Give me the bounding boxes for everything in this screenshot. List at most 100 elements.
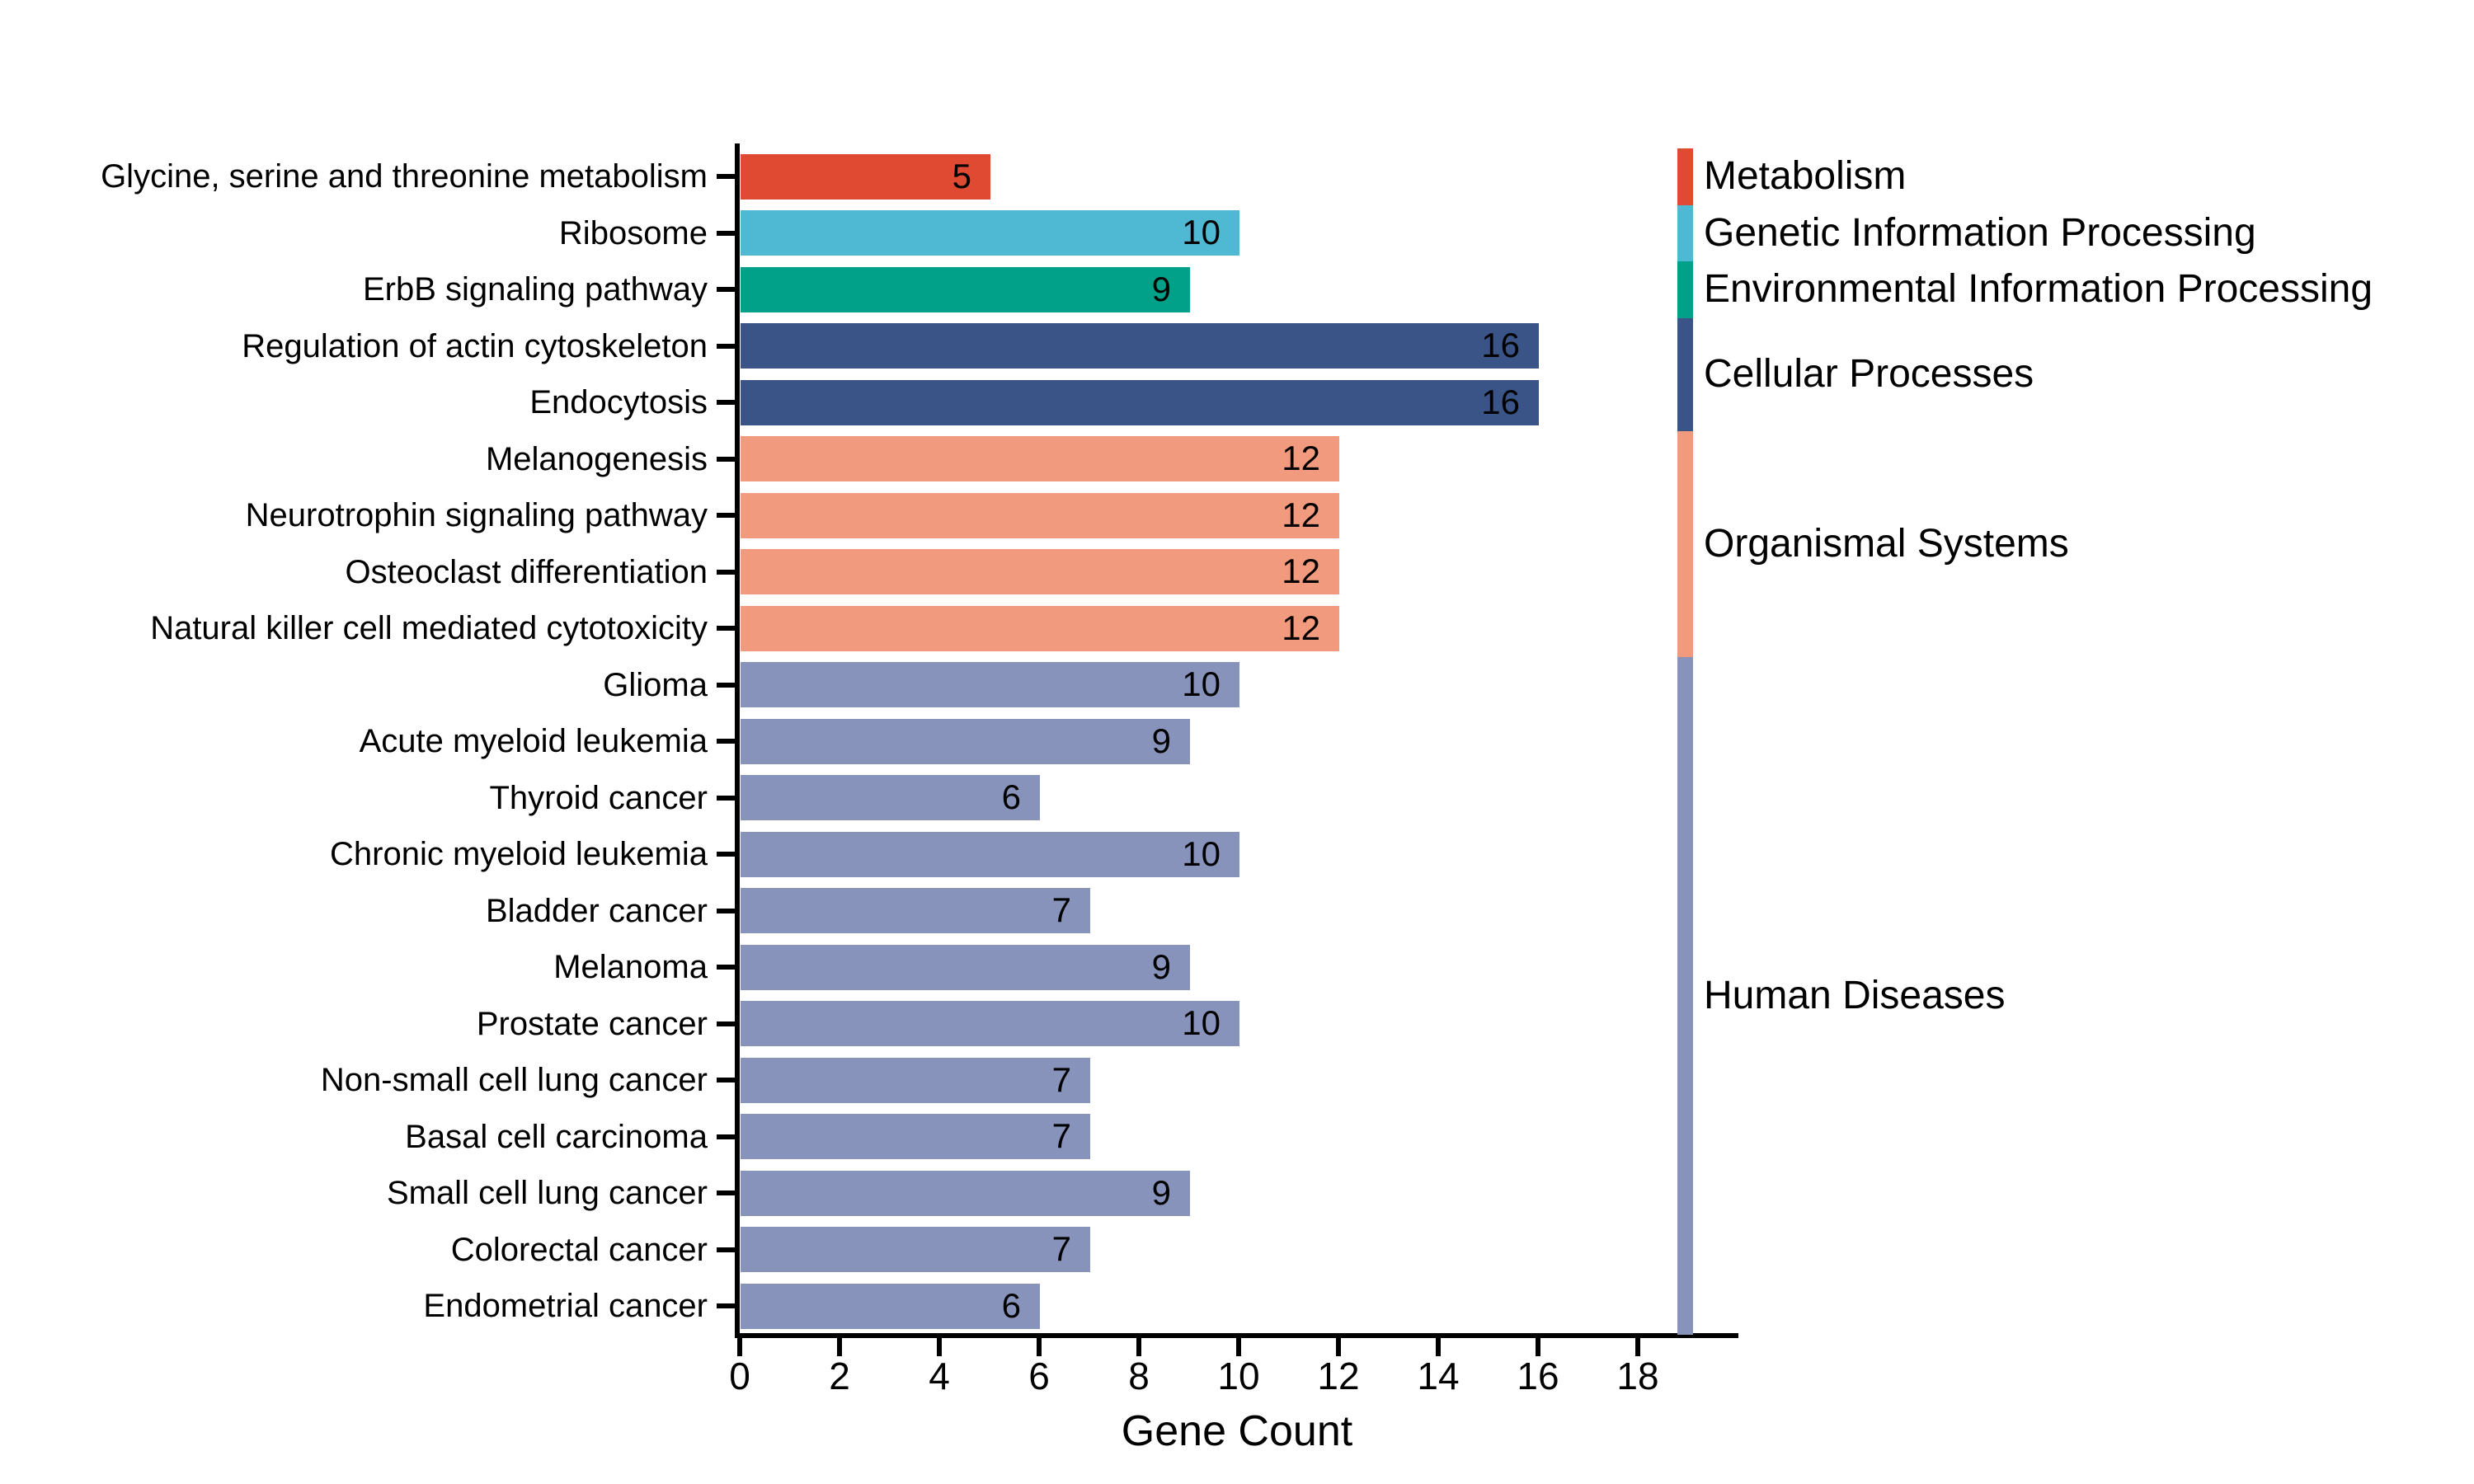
- y-tick: [717, 796, 735, 801]
- bar-osteoclast-differentiation: [741, 549, 1339, 594]
- category-label: Osteoclast differentiation: [345, 554, 708, 590]
- y-tick: [717, 570, 735, 575]
- bar-value-label: 16: [1481, 383, 1520, 421]
- x-tick-label: 0: [729, 1355, 750, 1397]
- category-label: Natural killer cell mediated cytotoxicit…: [150, 610, 708, 646]
- y-tick: [717, 1134, 735, 1139]
- bar-value-label: 12: [1282, 608, 1320, 647]
- bar-prostate-cancer: [741, 1001, 1239, 1046]
- bar-value-label: 10: [1182, 834, 1221, 873]
- y-tick: [717, 457, 735, 462]
- y-tick: [717, 965, 735, 970]
- y-tick: [717, 909, 735, 913]
- bar-basal-cell-carcinoma: [741, 1114, 1090, 1159]
- category-label: Bladder cancer: [485, 893, 708, 929]
- bar-small-cell-lung-cancer: [741, 1171, 1190, 1216]
- x-tick: [1236, 1338, 1241, 1356]
- x-tick-label: 8: [1128, 1355, 1150, 1397]
- bar-endometrial-cancer: [741, 1284, 1040, 1329]
- y-tick: [717, 1078, 735, 1082]
- y-tick: [717, 513, 735, 518]
- category-label: Acute myeloid leukemia: [359, 723, 708, 759]
- category-label: Glioma: [603, 667, 708, 703]
- category-label: Glycine, serine and threonine metabolism: [101, 158, 708, 195]
- x-tick-label: 14: [1417, 1355, 1460, 1397]
- legend-label: Human Diseases: [1704, 974, 2006, 1017]
- x-tick: [737, 1338, 742, 1356]
- y-tick: [717, 683, 735, 688]
- bar-value-label: 9: [1151, 1173, 1171, 1212]
- bar-glycine-serine-and-threonine-metabolism: [741, 154, 990, 200]
- x-tick-label: 2: [829, 1355, 850, 1397]
- category-label: Melanoma: [553, 949, 708, 985]
- category-label: Melanogenesis: [485, 441, 708, 477]
- bar-value-label: 12: [1282, 495, 1320, 534]
- bar-value-label: 9: [1151, 270, 1171, 308]
- y-tick: [717, 1021, 735, 1026]
- y-tick: [717, 852, 735, 857]
- bar-chronic-myeloid-leukemia: [741, 832, 1239, 877]
- bar-natural-killer-cell-mediated-cytotoxicity: [741, 606, 1339, 651]
- bar-erbb-signaling-pathway: [741, 267, 1190, 312]
- bar-thyroid-cancer: [741, 775, 1040, 820]
- legend-label: Organismal Systems: [1704, 522, 2069, 566]
- y-axis-line: [735, 143, 740, 1338]
- legend-swatch-organismal-systems: [1677, 431, 1693, 657]
- bar-melanogenesis: [741, 436, 1339, 481]
- bar-value-label: 9: [1151, 721, 1171, 760]
- legend-swatch-genetic-information-processing: [1677, 205, 1693, 262]
- bar-value-label: 10: [1182, 213, 1221, 251]
- bar-bladder-cancer: [741, 888, 1090, 933]
- bar-value-label: 7: [1051, 890, 1071, 929]
- category-label: Colorectal cancer: [450, 1232, 708, 1268]
- bar-value-label: 7: [1051, 1116, 1071, 1155]
- bar-non-small-cell-lung-cancer: [741, 1058, 1090, 1103]
- y-tick: [717, 1247, 735, 1252]
- category-label: Basal cell carcinoma: [405, 1119, 708, 1155]
- x-tick-label: 16: [1517, 1355, 1559, 1397]
- x-tick: [1635, 1338, 1640, 1356]
- x-axis-line: [735, 1333, 1738, 1338]
- bar-value-label: 7: [1051, 1229, 1071, 1268]
- x-tick-label: 18: [1616, 1355, 1659, 1397]
- y-tick: [717, 739, 735, 744]
- y-tick: [717, 400, 735, 405]
- x-tick: [1336, 1338, 1341, 1356]
- x-tick-label: 4: [929, 1355, 950, 1397]
- category-label: Regulation of actin cytoskeleton: [242, 328, 708, 364]
- bar-value-label: 10: [1182, 1003, 1221, 1042]
- x-tick: [1536, 1338, 1540, 1356]
- bar-value-label: 9: [1151, 947, 1171, 986]
- x-tick-label: 12: [1317, 1355, 1360, 1397]
- category-label: Chronic myeloid leukemia: [330, 836, 708, 872]
- bar-colorectal-cancer: [741, 1227, 1090, 1272]
- category-label: Small cell lung cancer: [386, 1175, 708, 1211]
- y-tick: [717, 231, 735, 236]
- y-tick: [717, 287, 735, 292]
- bar-value-label: 10: [1182, 665, 1221, 703]
- bar-value-label: 12: [1282, 439, 1320, 477]
- bar-glioma: [741, 662, 1239, 707]
- bar-value-label: 6: [1001, 777, 1021, 816]
- category-label: Prostate cancer: [476, 1006, 708, 1042]
- bar-value-label: 5: [952, 157, 971, 195]
- y-tick: [717, 1303, 735, 1308]
- legend-swatch-environmental-information-processing: [1677, 261, 1693, 318]
- bar-neurotrophin-signaling-pathway: [741, 493, 1339, 538]
- bar-ribosome: [741, 210, 1239, 256]
- x-axis-title: Gene Count: [1121, 1407, 1353, 1455]
- legend-label: Cellular Processes: [1704, 352, 2034, 396]
- legend-label: Metabolism: [1704, 154, 1907, 198]
- y-tick: [717, 174, 735, 179]
- bar-melanoma: [741, 945, 1190, 990]
- bar-endocytosis: [741, 380, 1539, 425]
- legend-label: Environmental Information Processing: [1704, 267, 2373, 311]
- legend-swatch-cellular-processes: [1677, 318, 1693, 431]
- y-tick: [717, 626, 735, 631]
- category-label: Ribosome: [558, 215, 708, 251]
- category-label: Non-small cell lung cancer: [320, 1062, 708, 1098]
- category-label: Endocytosis: [529, 384, 708, 420]
- x-tick-label: 6: [1028, 1355, 1050, 1397]
- bar-value-label: 7: [1051, 1060, 1071, 1099]
